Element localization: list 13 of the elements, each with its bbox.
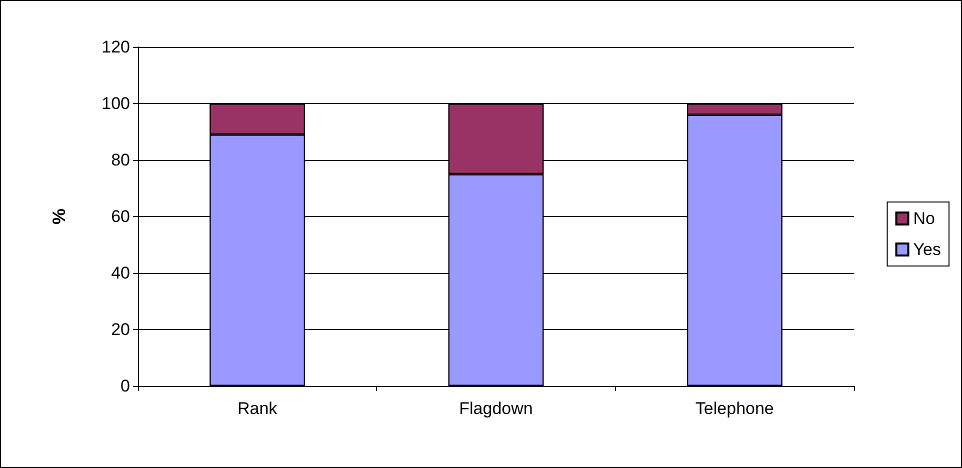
y-tick-label: 60 — [111, 207, 130, 226]
x-tick-label: Rank — [237, 399, 278, 418]
y-tick-label: 100 — [102, 94, 130, 113]
y-axis-title: % — [49, 208, 69, 225]
y-tick-label: 120 — [102, 38, 130, 56]
legend-label: No — [913, 209, 935, 228]
y-tick-label: 80 — [111, 150, 130, 170]
x-tick-label: Flagdown — [459, 399, 533, 418]
y-tick-label: 40 — [111, 264, 130, 282]
x-tick-label: Telephone — [695, 399, 774, 418]
legend-label: Yes — [913, 240, 941, 259]
y-tick-label: 20 — [111, 320, 130, 339]
y-tick-label: 0 — [120, 376, 130, 396]
